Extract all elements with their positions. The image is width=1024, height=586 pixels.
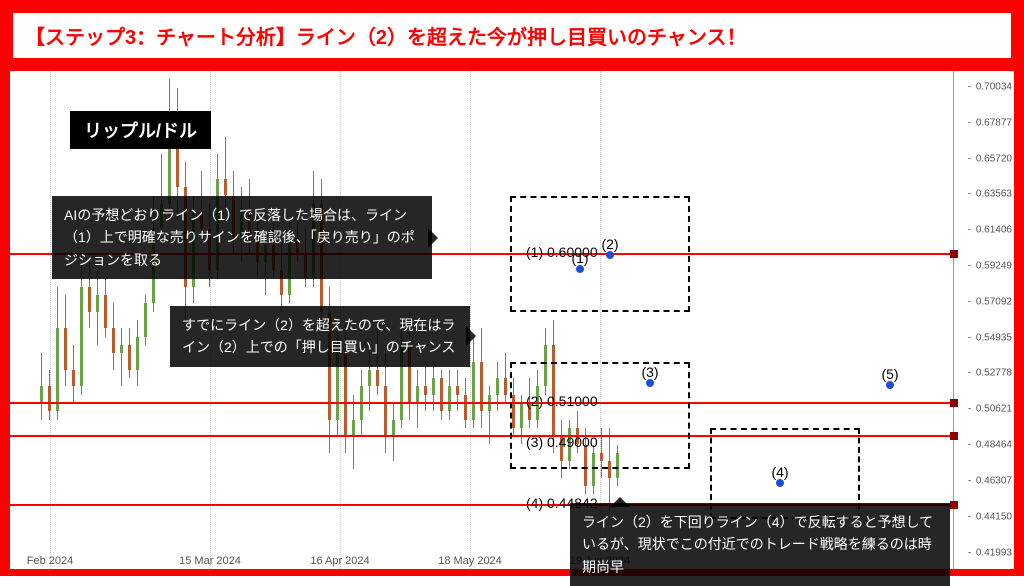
y-tick: 0.70034 xyxy=(976,82,1012,93)
annotation-a3: ライン（2）を下回りライン（4）で反転すると予想しているが、現状でこの付近でのト… xyxy=(570,503,950,586)
annotation-a2: すでにライン（2）を超えたので、現在はライン（2）上での「押し目買い」のチャンス xyxy=(170,306,470,367)
title-bar: 【ステップ3：チャート分析】ライン（2）を超えた今が押し目買いのチャンス！ xyxy=(10,10,1014,61)
y-tick: 0.65720 xyxy=(976,153,1012,164)
forecast-label: (3) xyxy=(641,364,658,380)
forecast-label: (5) xyxy=(881,366,898,382)
x-tick: 18 May 2024 xyxy=(438,555,502,567)
outer-frame: 【ステップ3：チャート分析】ライン（2）を超えた今が押し目買いのチャンス！ Fe… xyxy=(0,0,1024,576)
y-tick: 0.46307 xyxy=(976,475,1012,486)
forecast-label: (1) xyxy=(571,249,588,265)
hline-marker-icon xyxy=(950,501,958,509)
y-tick: 0.67877 xyxy=(976,117,1012,128)
dashed-box xyxy=(510,362,690,470)
y-tick: 0.59249 xyxy=(976,261,1012,272)
y-tick: 0.54935 xyxy=(976,332,1012,343)
forecast-dot xyxy=(606,251,614,259)
y-axis: 0.70034 0.67877 0.65720 0.63563 0.61406 0.592… xyxy=(954,71,1014,569)
y-tick: 0.52778 xyxy=(976,368,1012,379)
hline-marker-icon xyxy=(950,399,958,407)
y-tick: 0.41993 xyxy=(976,547,1012,558)
hline-marker-icon xyxy=(950,250,958,258)
forecast-label: (2) xyxy=(601,236,618,252)
grid-line xyxy=(50,71,51,569)
y-tick: 0.48464 xyxy=(976,440,1012,451)
x-tick: 16 Apr 2024 xyxy=(310,555,369,567)
x-tick: 15 Mar 2024 xyxy=(179,555,241,567)
grid-line xyxy=(470,71,471,569)
y-tick: 0.57092 xyxy=(976,296,1012,307)
forecast-dot xyxy=(576,265,584,273)
grid-line xyxy=(600,71,601,569)
x-tick: Feb 2024 xyxy=(27,555,73,567)
horizontal-line xyxy=(10,402,954,404)
forecast-dot xyxy=(646,379,654,387)
forecast-label: (4) xyxy=(771,463,788,479)
y-tick: 0.63563 xyxy=(976,189,1012,200)
forecast-dot xyxy=(886,381,894,389)
pair-label: リップル/ドル xyxy=(70,111,211,149)
forecast-dot xyxy=(776,479,784,487)
annotation-a1: AIの予想どおりライン（1）で反落した場合は、ライン（1）上で明確な売りサインを… xyxy=(52,196,432,279)
page-title: 【ステップ3：チャート分析】ライン（2）を超えた今が押し目買いのチャンス！ xyxy=(25,21,999,50)
chart-area: Feb 2024 15 Mar 2024 16 Apr 2024 18 May 202… xyxy=(10,71,1014,569)
y-tick: 0.61406 xyxy=(976,225,1012,236)
dashed-box xyxy=(510,196,690,312)
y-tick: 0.50621 xyxy=(976,404,1012,415)
hline-marker-icon xyxy=(950,432,958,440)
y-tick: 0.44150 xyxy=(976,511,1012,522)
